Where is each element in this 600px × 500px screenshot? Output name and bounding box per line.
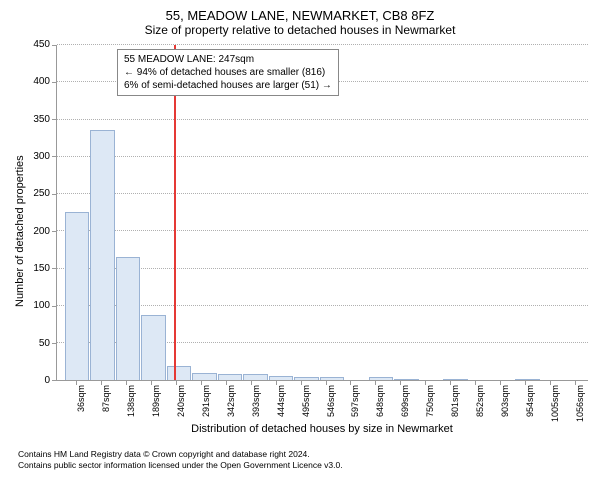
histogram-bar — [218, 374, 242, 380]
plot-column: 55 MEADOW LANE: 247sqm ← 94% of detached… — [56, 41, 588, 421]
footer-line-1: Contains HM Land Registry data © Crown c… — [18, 449, 588, 460]
x-tick: 1056sqm — [563, 381, 587, 421]
x-tick-label: 291sqm — [201, 385, 211, 417]
title-block: 55, MEADOW LANE, NEWMARKET, CB8 8FZ Size… — [12, 8, 588, 37]
histogram-bar — [443, 379, 467, 380]
x-tick-label: 240sqm — [176, 385, 186, 417]
plot-wrapper: Number of detached properties 4504003503… — [12, 41, 588, 421]
x-tick-label: 138sqm — [126, 385, 136, 417]
histogram-bar — [515, 379, 539, 380]
x-tick: 1005sqm — [538, 381, 562, 421]
x-tick-label: 189sqm — [151, 385, 161, 417]
x-tick: 597sqm — [338, 381, 362, 421]
title-description: Size of property relative to detached ho… — [12, 23, 588, 37]
x-tick: 954sqm — [513, 381, 537, 421]
plot-area: 55 MEADOW LANE: 247sqm ← 94% of detached… — [56, 45, 588, 381]
x-tick-label: 903sqm — [500, 385, 510, 417]
x-tick: 495sqm — [289, 381, 313, 421]
histogram-bar — [65, 212, 89, 380]
histogram-bar — [294, 377, 318, 381]
x-axis: 36sqm 87sqm 138sqm 189sqm 240sqm 291sqm 342sqm… — [56, 381, 588, 421]
x-tick: 87sqm — [89, 381, 113, 421]
x-tick-label: 750sqm — [425, 385, 435, 417]
footer-line-2: Contains public sector information licen… — [18, 460, 588, 471]
info-box: 55 MEADOW LANE: 247sqm ← 94% of detached… — [117, 49, 339, 96]
x-tick: 189sqm — [139, 381, 163, 421]
x-tick: 699sqm — [388, 381, 412, 421]
histogram-bar — [394, 379, 418, 380]
x-tick: 444sqm — [264, 381, 288, 421]
x-tick-label: 801sqm — [450, 385, 460, 417]
x-tick: 240sqm — [164, 381, 188, 421]
x-tick: 750sqm — [413, 381, 437, 421]
x-tick-label: 342sqm — [226, 385, 236, 417]
x-tick: 291sqm — [189, 381, 213, 421]
x-tick: 342sqm — [214, 381, 238, 421]
x-tick-label: 1056sqm — [575, 385, 585, 422]
x-tick: 801sqm — [438, 381, 462, 421]
x-tick-label: 495sqm — [301, 385, 311, 417]
histogram-bar — [269, 376, 293, 380]
info-line-1: 55 MEADOW LANE: 247sqm — [124, 53, 332, 66]
x-tick-label: 699sqm — [400, 385, 410, 417]
x-axis-label: Distribution of detached houses by size … — [56, 423, 588, 435]
x-tick: 393sqm — [239, 381, 263, 421]
x-tick-label: 648sqm — [375, 385, 385, 417]
x-tick: 648sqm — [363, 381, 387, 421]
x-tick: 903sqm — [488, 381, 512, 421]
x-tick-label: 597sqm — [350, 385, 360, 417]
histogram-bar — [243, 374, 267, 380]
x-tick-label: 393sqm — [251, 385, 261, 417]
histogram-bar — [141, 315, 165, 381]
info-line-2: ← 94% of detached houses are smaller (81… — [124, 66, 332, 79]
y-axis-label: Number of detached properties — [12, 41, 28, 421]
x-tick-label: 36sqm — [76, 385, 86, 412]
x-tick: 138sqm — [114, 381, 138, 421]
x-tick-label: 546sqm — [326, 385, 336, 417]
x-tick-label: 852sqm — [475, 385, 485, 417]
histogram-bar — [320, 377, 344, 380]
x-tick: 546sqm — [314, 381, 338, 421]
x-tick-label: 1005sqm — [550, 385, 560, 422]
histogram-bar — [90, 130, 114, 380]
histogram-bar — [192, 373, 216, 380]
footer: Contains HM Land Registry data © Crown c… — [18, 449, 588, 471]
x-tick: 852sqm — [463, 381, 487, 421]
x-tick-label: 87sqm — [101, 385, 111, 412]
title-address: 55, MEADOW LANE, NEWMARKET, CB8 8FZ — [12, 8, 588, 23]
y-axis: 450400350300250200150100500 — [28, 41, 56, 381]
histogram-bar — [369, 377, 393, 380]
chart-container: 55, MEADOW LANE, NEWMARKET, CB8 8FZ Size… — [0, 0, 600, 500]
x-tick-label: 954sqm — [525, 385, 535, 417]
histogram-bar — [167, 366, 191, 381]
histogram-bar — [116, 257, 140, 381]
info-line-3: 6% of semi-detached houses are larger (5… — [124, 79, 332, 92]
x-tick: 36sqm — [64, 381, 88, 421]
x-tick-label: 444sqm — [276, 385, 286, 417]
